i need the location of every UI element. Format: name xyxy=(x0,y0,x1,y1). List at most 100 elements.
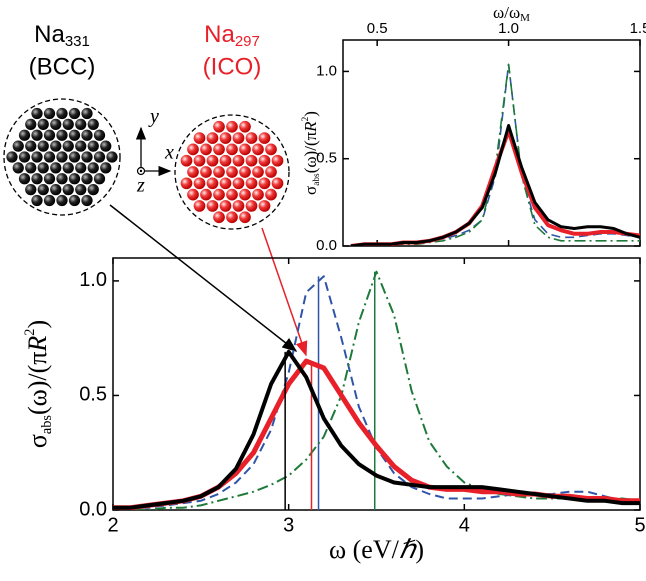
x-tick-label: 1.0 xyxy=(498,20,519,37)
atom xyxy=(37,162,49,174)
y-tick-label: 1.0 xyxy=(316,62,337,79)
x-tick-label: 3 xyxy=(283,514,294,536)
arrow xyxy=(261,227,308,357)
atom xyxy=(100,140,112,152)
y-axis-label-part: σ xyxy=(23,434,52,448)
axis-triad: y x z xyxy=(135,106,174,197)
atom xyxy=(50,140,62,152)
atom xyxy=(213,120,225,133)
y-axis-label-part: 2 xyxy=(22,329,38,336)
x-axis-label-part: ℏ xyxy=(399,535,418,564)
atom xyxy=(245,177,258,190)
atom xyxy=(31,194,43,207)
atom xyxy=(87,184,99,196)
atom xyxy=(239,188,251,201)
atom xyxy=(226,120,238,133)
atom xyxy=(68,173,81,185)
atom xyxy=(200,166,212,178)
x-tick-label: 0.5 xyxy=(367,20,388,37)
series-line xyxy=(350,124,640,246)
plot-frame xyxy=(112,257,641,511)
y-tick-label: 1.0 xyxy=(79,269,107,291)
atom xyxy=(43,173,56,185)
atom xyxy=(206,177,219,190)
atom xyxy=(68,151,81,163)
atom xyxy=(50,118,62,130)
axis-symbol: x xyxy=(164,142,174,164)
atom xyxy=(245,132,258,144)
atom xyxy=(239,211,251,224)
y-axis-label: σabs(ω)/(πR2) xyxy=(301,111,322,195)
x-axis-label-part: ω (eV/ xyxy=(329,535,400,564)
y-axis-label-part: σ xyxy=(301,186,320,195)
series-line xyxy=(113,358,640,510)
atom xyxy=(31,107,43,120)
y-tick-label: 0.0 xyxy=(79,498,107,520)
atom xyxy=(56,151,68,163)
atom xyxy=(18,173,31,185)
atom xyxy=(258,177,271,190)
atom xyxy=(232,200,245,212)
atom xyxy=(75,140,87,152)
atom xyxy=(87,118,99,130)
atom xyxy=(43,129,56,141)
y-axis-label-part: R xyxy=(23,336,52,353)
atom xyxy=(187,143,199,156)
atom xyxy=(12,162,24,174)
atom xyxy=(258,154,271,167)
atom xyxy=(239,166,251,178)
atom xyxy=(93,151,106,163)
cluster-element: Na xyxy=(204,21,235,48)
atom xyxy=(87,162,99,174)
atom xyxy=(187,188,199,201)
x-axis-label-part: M xyxy=(520,12,530,24)
atom xyxy=(18,151,31,163)
cluster-structure: (ICO) xyxy=(203,53,262,80)
x-tick-label: 1.5 xyxy=(630,20,646,37)
plot-frame xyxy=(342,39,641,247)
y-axis-label-part: R xyxy=(301,121,320,133)
cluster-structure: (BCC) xyxy=(29,53,96,80)
atom xyxy=(219,200,232,212)
atom xyxy=(62,118,74,130)
y-axis-label: σabs(ω)/(πR2) xyxy=(22,320,55,448)
atom xyxy=(226,211,238,224)
atom xyxy=(232,132,245,144)
atom xyxy=(43,151,56,163)
atom xyxy=(18,129,31,141)
x-axis-label: ω (eV/ℏ) xyxy=(329,535,424,564)
atom xyxy=(68,129,81,141)
atom xyxy=(226,143,238,156)
atom xyxy=(193,132,206,144)
atom xyxy=(68,107,81,120)
atom xyxy=(6,151,18,163)
series-line xyxy=(350,63,640,246)
clusters xyxy=(3,98,290,230)
atom xyxy=(206,154,219,167)
atom xyxy=(200,143,212,156)
atom xyxy=(75,184,87,196)
atom xyxy=(213,143,225,156)
y-tick-label: 0.5 xyxy=(79,384,107,406)
atom xyxy=(106,151,118,163)
x-tick-label: 5 xyxy=(634,514,645,536)
atom xyxy=(43,194,56,207)
atom xyxy=(265,143,277,156)
cluster-name: Na297 xyxy=(204,21,260,50)
atom xyxy=(187,166,199,178)
atom xyxy=(252,166,264,178)
atom xyxy=(56,129,68,141)
atom xyxy=(25,162,37,174)
y-axis-label-part: abs xyxy=(312,173,322,186)
atom xyxy=(31,129,43,141)
x-tick-label: 4 xyxy=(459,514,470,536)
atom xyxy=(75,118,87,130)
axis-symbol: y xyxy=(148,106,159,128)
atom xyxy=(93,173,106,185)
y-axis-label-part: (ω)/(π xyxy=(23,352,52,415)
atom xyxy=(12,140,24,152)
cluster-element: Na xyxy=(34,21,65,48)
plot-area xyxy=(350,63,640,246)
atom xyxy=(213,166,225,178)
